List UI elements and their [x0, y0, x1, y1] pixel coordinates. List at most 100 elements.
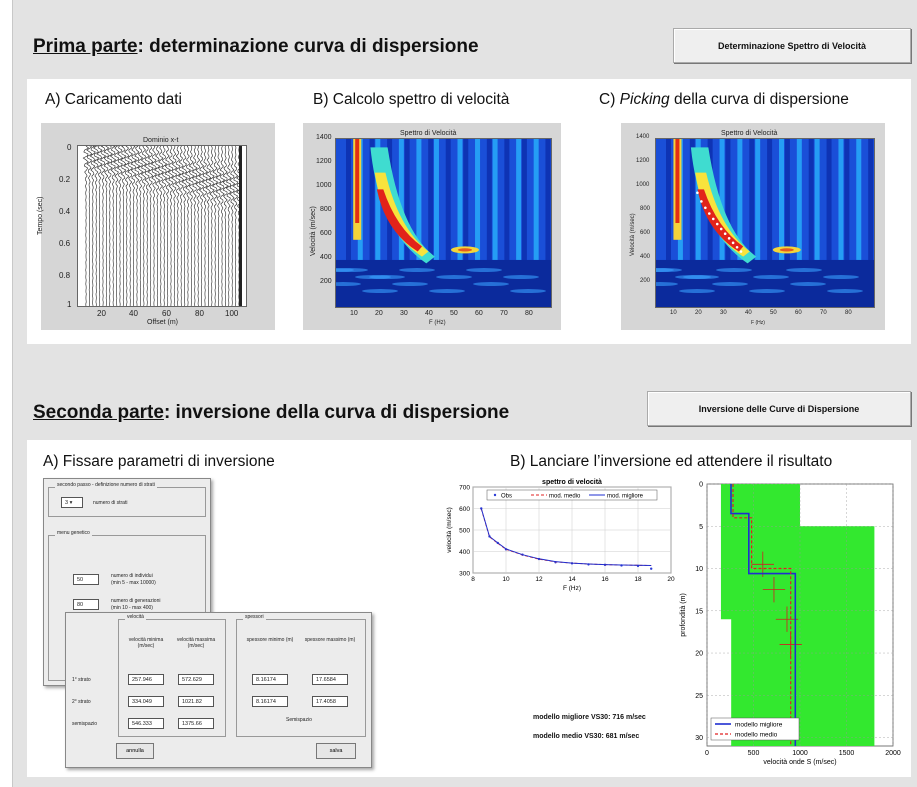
vmax-input-halfspace[interactable]: 1375.66: [178, 718, 214, 729]
hmax-input-layer1[interactable]: 17.6584: [312, 674, 348, 685]
spectrum-noise-blob: [466, 268, 502, 273]
seis-xtick: 80: [195, 309, 204, 318]
hmin-input-layer2[interactable]: 8.16174: [252, 696, 288, 707]
x-tick-label: 18: [634, 576, 642, 583]
spec-c-xtick: 10: [670, 310, 677, 316]
layers-select[interactable]: 3 ▾: [61, 497, 83, 508]
generations-input[interactable]: 80: [73, 599, 99, 610]
spectrum-c-xlabel: F (Hz): [751, 320, 765, 326]
picked-point: [700, 200, 703, 203]
spectrum-streak: [737, 139, 743, 260]
spectrum-streak: [504, 139, 510, 260]
picked-point: [731, 241, 735, 245]
seismic-trace: [191, 146, 199, 306]
inversion-button[interactable]: Inversione delle Curve di Dispersione: [647, 391, 911, 426]
seis-xtick: 60: [162, 309, 171, 318]
legend-label: modello medio: [735, 732, 778, 739]
spec-b-xtick: 10: [350, 310, 358, 317]
save-button[interactable]: salva: [316, 743, 356, 759]
spectrum-noise-blob: [790, 282, 826, 287]
spectrum-noise-blob: [716, 268, 752, 273]
spectrum-c-plot: [655, 138, 875, 308]
mean-model-line: [732, 484, 792, 746]
seismic-trace: [127, 146, 134, 306]
picked-point: [719, 227, 723, 231]
legend-box: [486, 489, 658, 501]
part1-title-underlined: Prima parte: [33, 36, 138, 57]
spec-c-ytick: 1400: [636, 134, 650, 140]
seismic-trace: [123, 146, 130, 306]
x-tick-label: 12: [535, 576, 543, 583]
profile-legend-box: [710, 717, 800, 741]
spectrum-streak: [463, 139, 469, 260]
cancel-button[interactable]: annulla: [116, 743, 154, 759]
spec-b-ytick: 600: [320, 230, 332, 237]
spectrum-streak: [492, 139, 498, 260]
seismic-trace: [181, 146, 188, 306]
spectrum-button[interactable]: Determinazione Spettro di Velocità: [673, 28, 911, 63]
vmin-input-halfspace[interactable]: 546.333: [128, 718, 164, 729]
seismic-trace: [116, 146, 124, 306]
hmin-input-layer1[interactable]: 8.16174: [252, 674, 288, 685]
part1-title-rest: : determinazione curva di dispersione: [137, 36, 479, 57]
row-label: semispazio: [72, 721, 98, 727]
thickness-group-title: spessori: [243, 614, 266, 620]
obs-point: [650, 567, 653, 570]
individuals-label: numero di individui: [111, 573, 153, 579]
spec-c-ytick: 200: [640, 278, 651, 284]
legend-marker-obs: [493, 493, 497, 497]
spec-c-ytick: 800: [640, 206, 651, 212]
part2-title-rest: : inversione della curva di dispersione: [163, 402, 510, 423]
seismic-trace: [232, 146, 239, 306]
vmin-input-layer1[interactable]: 257.946: [128, 674, 164, 685]
x-tick-label: 20: [667, 576, 675, 583]
row-label: 1° strato: [72, 677, 91, 683]
seismic-trace: [198, 146, 205, 306]
spectrum-energy-outer: [690, 147, 757, 264]
seismic-trace: [140, 146, 148, 306]
spec-b-xtick: 30: [400, 310, 408, 317]
spec-c-ytick: 1000: [636, 182, 650, 188]
seismogram-traces: [82, 146, 243, 306]
spectrum-streak: [416, 139, 422, 260]
y-tick-label: 25: [695, 693, 703, 700]
seis-xtick: 100: [225, 309, 239, 318]
seismic-trace: [205, 146, 212, 306]
picked-point: [723, 232, 727, 236]
spec-b-ytick: 200: [320, 278, 332, 285]
part1-title: Prima parte: determinazione curva di dis…: [33, 36, 479, 58]
spectrum-streak: [719, 139, 725, 260]
spec-b-xtick: 20: [375, 310, 383, 317]
spectrum-streak: [725, 139, 731, 260]
individuals-input[interactable]: 50: [73, 574, 99, 585]
spectrum-streak: [868, 139, 874, 260]
spectrum-noise-blob: [392, 282, 428, 287]
x-tick-label: 2000: [885, 750, 901, 757]
x-tick-label: 500: [748, 750, 760, 757]
seismogram-title: Dominio x-t: [143, 137, 179, 144]
seismic-trace: [93, 146, 100, 306]
vmax-input-layer2[interactable]: 1021.82: [178, 696, 214, 707]
seis-ytick: 0.8: [59, 271, 71, 280]
picked-point: [704, 206, 707, 210]
seismic-trace: [201, 146, 208, 306]
vmin-input-layer2[interactable]: 334.049: [128, 696, 164, 707]
spectrum-higher-mode-core: [458, 248, 472, 252]
chevron-down-icon: ▾: [69, 500, 73, 506]
spectrum-noise-blob: [510, 289, 546, 294]
seismic-trace: [222, 146, 229, 306]
spectrum-noise-blob: [827, 289, 863, 294]
spectrum-noise-blob: [753, 275, 789, 280]
seismic-trace: [120, 146, 127, 306]
spectrum-streak: [796, 139, 802, 260]
hmax-input-layer2[interactable]: 17.4058: [312, 696, 348, 707]
seismic-trace-saturated: [239, 146, 242, 306]
seismic-trace: [188, 146, 195, 306]
label-c-prefix: C): [599, 91, 620, 108]
legend-label: mod. migliore: [607, 494, 644, 500]
spec-c-xtick: 80: [845, 310, 852, 316]
vmax-input-layer1[interactable]: 572.629: [178, 674, 214, 685]
seismic-trace: [103, 146, 110, 306]
layers-group-title: secondo passo - definizione numero di st…: [55, 482, 157, 488]
spectrum-noise-blob: [503, 275, 539, 280]
